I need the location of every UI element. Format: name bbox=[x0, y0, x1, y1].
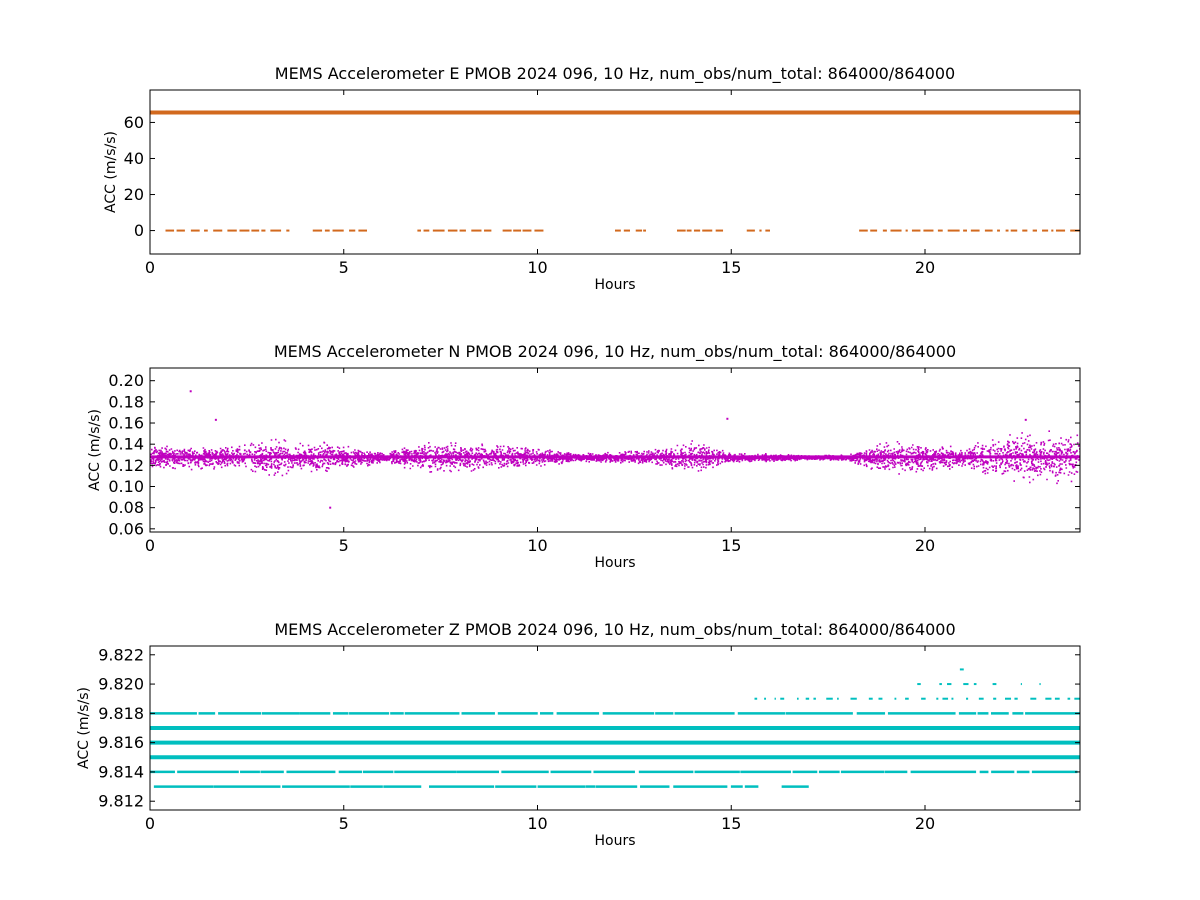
chart-title: MEMS Accelerometer N PMOB 2024 096, 10 H… bbox=[274, 342, 956, 362]
x-tick-label: 0 bbox=[145, 258, 155, 277]
y-tick-label: 9.816 bbox=[98, 733, 144, 752]
y-tick-label: 0 bbox=[134, 221, 144, 240]
y-tick-label: 60 bbox=[124, 113, 144, 132]
x-tick-label: 5 bbox=[339, 536, 349, 555]
data-point-outlier bbox=[726, 417, 729, 420]
data-point-outlier bbox=[329, 506, 332, 509]
y-tick-label: 9.814 bbox=[98, 762, 144, 781]
y-axis-label: ACC (m/s/s) bbox=[87, 409, 103, 491]
y-tick-label: 0.06 bbox=[108, 519, 144, 538]
plot-frame bbox=[149, 645, 1081, 811]
y-tick-label: 9.822 bbox=[98, 645, 144, 664]
y-tick-label: 0.12 bbox=[108, 456, 144, 475]
x-tick-label: 0 bbox=[145, 536, 155, 555]
plot-area bbox=[150, 668, 1080, 788]
y-tick-label: 40 bbox=[124, 149, 144, 168]
x-tick-label: 20 bbox=[915, 258, 935, 277]
data-point-outlier bbox=[189, 390, 192, 393]
x-tick-label: 10 bbox=[527, 814, 547, 833]
plot-frame bbox=[149, 89, 1081, 255]
y-tick-label: 0.10 bbox=[108, 477, 144, 496]
y-tick-label: 9.818 bbox=[98, 704, 144, 723]
y-tick-label: 0.16 bbox=[108, 414, 144, 433]
plot-area bbox=[150, 390, 1080, 509]
panel-acc-e: MEMS Accelerometer E PMOB 2024 096, 10 H… bbox=[103, 64, 1081, 293]
y-tick-label: 0.08 bbox=[108, 498, 144, 517]
plot-frame bbox=[149, 367, 1081, 533]
data-points bbox=[150, 430, 1080, 485]
data-point-outlier bbox=[1024, 418, 1027, 421]
x-tick-label: 5 bbox=[339, 258, 349, 277]
y-tick-label: 0.18 bbox=[108, 392, 144, 411]
x-tick-label: 0 bbox=[145, 814, 155, 833]
plot-area bbox=[150, 110, 1080, 232]
x-tick-label: 5 bbox=[339, 814, 349, 833]
panel-acc-z: MEMS Accelerometer Z PMOB 2024 096, 10 H… bbox=[76, 620, 1081, 849]
x-tick-label: 15 bbox=[721, 814, 741, 833]
chart-title: MEMS Accelerometer Z PMOB 2024 096, 10 H… bbox=[274, 620, 955, 640]
chart-title: MEMS Accelerometer E PMOB 2024 096, 10 H… bbox=[275, 64, 955, 84]
x-tick-label: 20 bbox=[915, 814, 935, 833]
y-tick-label: 9.820 bbox=[98, 675, 144, 694]
y-tick-label: 9.812 bbox=[98, 792, 144, 811]
x-axis-label: Hours bbox=[594, 277, 635, 293]
data-point-outlier bbox=[214, 418, 217, 421]
y-tick-label: 0.20 bbox=[108, 371, 144, 390]
y-axis-label: ACC (m/s/s) bbox=[76, 687, 92, 769]
y-tick-label: 20 bbox=[124, 185, 144, 204]
x-tick-label: 15 bbox=[721, 536, 741, 555]
x-tick-label: 20 bbox=[915, 536, 935, 555]
x-tick-label: 10 bbox=[527, 258, 547, 277]
x-axis-label: Hours bbox=[594, 833, 635, 849]
x-tick-label: 15 bbox=[721, 258, 741, 277]
x-tick-label: 10 bbox=[527, 536, 547, 555]
y-tick-label: 0.14 bbox=[108, 435, 144, 454]
x-axis-label: Hours bbox=[594, 555, 635, 571]
y-axis-label: ACC (m/s/s) bbox=[103, 131, 119, 213]
panel-acc-n: MEMS Accelerometer N PMOB 2024 096, 10 H… bbox=[87, 342, 1081, 571]
